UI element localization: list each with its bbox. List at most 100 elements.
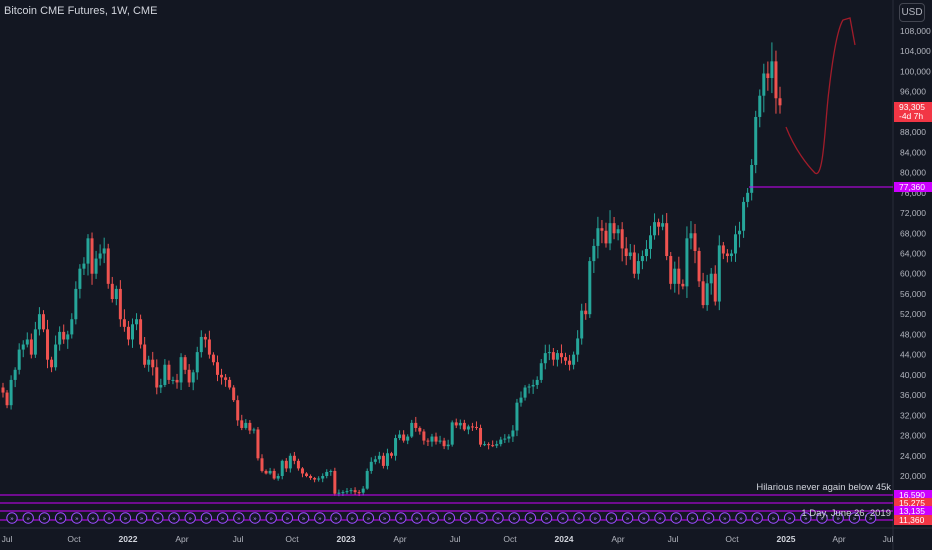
candle-body xyxy=(309,476,313,479)
candle-body xyxy=(268,470,272,474)
alert-marker-glyph: » xyxy=(269,516,273,523)
candle-body xyxy=(701,281,705,306)
candle-body xyxy=(211,354,215,363)
candle-body xyxy=(450,422,454,445)
alert-marker-icon xyxy=(119,512,132,524)
candle-body xyxy=(74,288,78,320)
candle-body xyxy=(373,459,377,462)
candle-body xyxy=(240,420,244,428)
candle-body xyxy=(131,324,134,340)
candle-body xyxy=(568,360,572,365)
candle-body xyxy=(543,353,547,364)
alert-marker-glyph: » xyxy=(156,516,160,523)
alert-marker-icon xyxy=(216,512,229,524)
level-price-tag-label: 13,135 xyxy=(899,506,925,516)
candle-body xyxy=(369,461,373,471)
chart-title: Bitcoin CME Futures, 1W, CME xyxy=(4,5,158,17)
alert-marker-icon xyxy=(265,512,277,524)
candle-body xyxy=(547,352,551,354)
candle-body xyxy=(446,444,450,447)
alert-marker-icon xyxy=(6,512,18,524)
candle-body xyxy=(466,426,470,430)
candle-body xyxy=(535,379,539,385)
projection-drawing xyxy=(785,17,856,174)
candle-body xyxy=(479,427,483,445)
candle-body xyxy=(689,233,693,239)
time-tick-label: Oct xyxy=(503,534,517,544)
candle-body xyxy=(284,460,288,469)
last-price-tag xyxy=(894,102,932,122)
candle-body xyxy=(333,470,337,494)
candle-body xyxy=(620,229,624,249)
candle-body xyxy=(677,268,681,284)
price-tick-label: 104,000 xyxy=(900,46,931,56)
candle-body xyxy=(232,387,236,401)
alert-marker-glyph: » xyxy=(772,516,776,523)
currency-button[interactable]: USD xyxy=(899,3,925,22)
alert-marker-glyph: » xyxy=(188,516,192,523)
alert-marker-glyph: » xyxy=(464,516,468,523)
time-tick-label: Jul xyxy=(233,534,244,544)
candle-body xyxy=(442,440,446,447)
time-tick-label: 2024 xyxy=(555,534,574,544)
candle-body xyxy=(555,353,559,360)
candle-body xyxy=(406,436,410,441)
candle-body xyxy=(754,116,758,166)
candle-body xyxy=(394,438,398,456)
candle-body xyxy=(349,490,353,492)
alert-marker-glyph: » xyxy=(674,516,678,523)
candle-body xyxy=(280,460,284,476)
candle-body xyxy=(572,354,576,365)
candle-body xyxy=(252,429,256,431)
alert-marker-glyph: » xyxy=(10,516,14,523)
level-price-tag xyxy=(894,490,932,500)
candle-body xyxy=(78,268,82,289)
candle-body xyxy=(564,357,568,361)
candle-body xyxy=(139,319,143,345)
alert-marker-icon xyxy=(443,512,456,524)
alert-marker-glyph: » xyxy=(529,516,533,523)
level-price-tag xyxy=(894,498,932,508)
alert-marker-icon xyxy=(524,512,537,524)
candle-body xyxy=(632,252,636,274)
candle-body xyxy=(292,455,296,461)
candle-body xyxy=(422,431,426,441)
alert-marker-glyph: » xyxy=(642,516,646,523)
candle-body xyxy=(697,250,701,282)
alert-marker-glyph: » xyxy=(350,516,354,523)
candle-body xyxy=(276,476,280,479)
alert-marker-icon xyxy=(848,512,861,524)
candle-body xyxy=(539,363,543,380)
time-axis[interactable]: Jul Oct 2022 Apr Jul Oct 2023 Apr Jul Oct 2024 Apr J… xyxy=(2,534,894,544)
alert-marker-glyph: » xyxy=(610,516,614,523)
candle-body xyxy=(151,359,155,368)
candle-body xyxy=(187,369,191,383)
candle-body xyxy=(353,490,357,493)
time-tick-label: Oct xyxy=(285,534,299,544)
alert-marker-icon xyxy=(621,512,634,524)
alert-marker-icon xyxy=(638,512,650,524)
candle-body xyxy=(5,392,9,406)
alert-marker-icon xyxy=(54,512,67,524)
alert-marker-icon xyxy=(800,512,812,524)
candle-body xyxy=(236,400,240,421)
alert-marker-icon xyxy=(346,512,358,524)
alert-marker-icon xyxy=(670,512,682,524)
candle-body xyxy=(519,397,523,403)
candle-body xyxy=(588,261,592,315)
candle-body xyxy=(551,352,555,360)
alert-marker-icon xyxy=(735,512,747,524)
alert-marker-glyph: » xyxy=(140,516,144,523)
candle-body xyxy=(742,201,746,231)
level-price-tag-label: 77,360 xyxy=(899,182,925,192)
candle-body xyxy=(264,470,268,474)
time-tick-label: Apr xyxy=(393,534,406,544)
candle-body xyxy=(636,261,640,274)
candle-body xyxy=(458,422,462,426)
alert-marker-glyph: » xyxy=(415,516,419,523)
candle-body xyxy=(596,228,600,246)
candle-body xyxy=(766,73,770,79)
alert-marker-icon xyxy=(605,512,618,524)
candle-body xyxy=(25,339,29,345)
